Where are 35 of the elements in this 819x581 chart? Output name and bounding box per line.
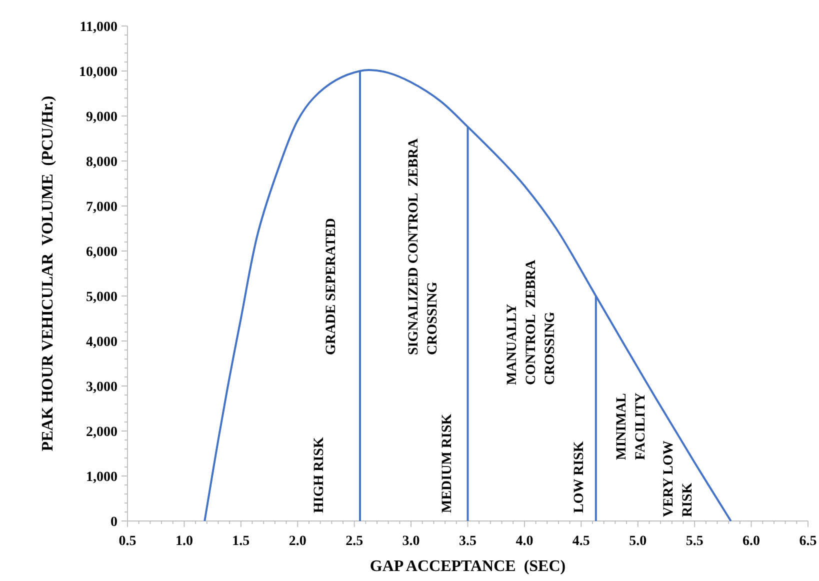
y-tick-label: 3,000 bbox=[86, 380, 118, 395]
x-tick-label: 4.0 bbox=[516, 534, 534, 549]
y-tick-label: 11,000 bbox=[80, 20, 118, 35]
annotation: MINIMAL FACILITY bbox=[614, 392, 648, 460]
annotation: MEDIUM RISK bbox=[440, 414, 455, 513]
x-tick-label: 5.5 bbox=[686, 534, 704, 549]
x-tick-label: 1.5 bbox=[232, 534, 250, 549]
annotation: GRADE SEPERATED bbox=[324, 218, 339, 355]
y-tick-label: 0 bbox=[110, 515, 118, 530]
y-tick-label: 6,000 bbox=[86, 245, 118, 260]
y-tick-label: 8,000 bbox=[86, 155, 118, 170]
annotation: VERY LOW RISK bbox=[662, 440, 696, 517]
y-tick-label: 5,000 bbox=[86, 290, 118, 305]
x-axis-title: GAP ACCEPTANCE (SEC) bbox=[370, 558, 566, 575]
annotation: HIGH RISK bbox=[312, 437, 327, 513]
annotation: SIGNALIZED CONTROL ZEBRA CROSSING bbox=[406, 137, 440, 355]
annotation: MANUALLY CONTROL ZEBRA CROSSING bbox=[505, 258, 558, 385]
x-tick-label: 3.5 bbox=[459, 534, 476, 549]
y-tick-label: 2,000 bbox=[86, 425, 118, 440]
y-tick-label: 4,000 bbox=[86, 335, 118, 350]
x-tick-label: 0.5 bbox=[118, 534, 136, 549]
x-tick-label: 1.0 bbox=[175, 534, 193, 549]
x-tick-label: 2.0 bbox=[288, 534, 306, 549]
x-tick-label: 6.5 bbox=[799, 534, 817, 549]
y-tick-label: 7,000 bbox=[86, 200, 118, 215]
x-tick-label: 6.0 bbox=[742, 534, 760, 549]
x-tick-label: 2.5 bbox=[346, 534, 364, 549]
y-axis-title: PEAK HOUR VEHICULAR VOLUME (PCU/Hr.) bbox=[40, 96, 56, 452]
x-tick-label: 5.0 bbox=[629, 534, 647, 549]
annotation: LOW RISK bbox=[572, 441, 587, 513]
x-tick-label: 3.0 bbox=[402, 534, 420, 549]
y-tick-label: 10,000 bbox=[79, 65, 118, 80]
y-tick-label: 9,000 bbox=[86, 110, 118, 125]
y-tick-label: 1,000 bbox=[86, 470, 118, 485]
x-tick-label: 4.5 bbox=[572, 534, 590, 549]
